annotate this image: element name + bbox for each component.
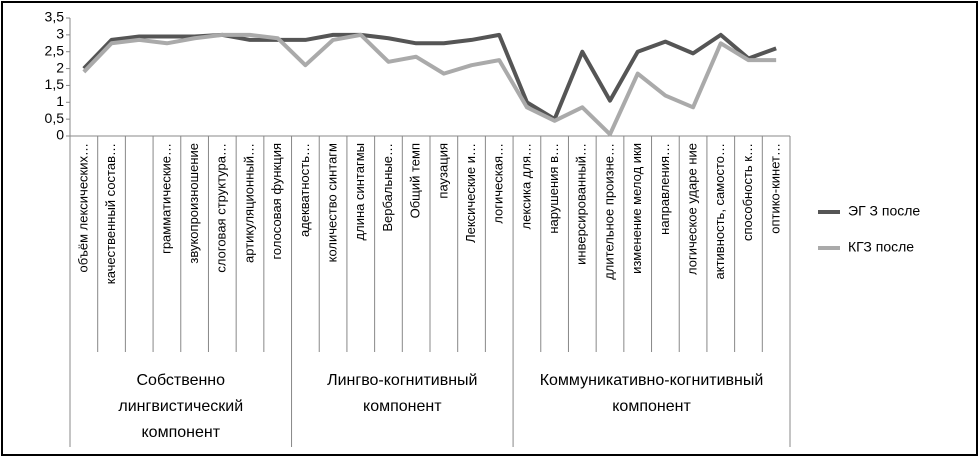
x-tick-label: логическое ударе ние	[685, 143, 700, 275]
y-tick-label: 0	[56, 127, 64, 143]
y-tick-label: 0,5	[45, 110, 65, 126]
x-tick-label: способность к…	[740, 143, 755, 241]
y-tick-label: 2,5	[45, 42, 65, 58]
x-tick-label: инверсированный…	[574, 143, 589, 265]
x-tick-label: качественный состав…	[103, 143, 118, 284]
x-tick-label: грамматические…	[158, 143, 173, 254]
x-tick-label: направления…	[657, 143, 672, 235]
x-tick-label: Лексические и…	[463, 143, 478, 243]
x-tick-label: Общий темп	[408, 143, 423, 218]
x-tick-label: голосовая функция	[269, 143, 284, 260]
group-label: Лингво-когнитивный компонент	[327, 372, 478, 415]
y-tick-label: 1	[56, 93, 64, 109]
x-tick-label: лексика для…	[518, 143, 533, 229]
x-tick-label: объём лексических…	[75, 143, 90, 273]
group-label: Собственно лингвистический компонент	[118, 372, 244, 441]
y-tick-label: 1,5	[45, 76, 65, 92]
x-tick-label: паузация	[435, 143, 450, 199]
x-tick-label: слоговая структура…	[214, 143, 229, 273]
x-tick-label: количество синтагм	[325, 143, 340, 262]
x-tick-label: нарушения в…	[546, 143, 561, 234]
x-tick-label: логическая…	[491, 143, 506, 224]
legend-label: ЭГ З после	[848, 203, 920, 219]
y-tick-label: 2	[56, 59, 64, 75]
x-tick-label: адекватность…	[297, 143, 312, 237]
x-tick-label: Вербальные…	[380, 143, 395, 232]
group-label: Коммуникативно-когнитивный компонент	[539, 372, 764, 415]
x-tick-label: звукопроизношение	[186, 143, 201, 264]
y-tick-label: 3	[56, 26, 64, 42]
x-tick-label: длительное произне…	[601, 143, 616, 280]
x-tick-label: артикуляционный…	[241, 143, 256, 263]
x-tick-label: активность, самосто…	[712, 143, 727, 279]
x-tick-label: длина синтагмы	[352, 143, 367, 240]
series-line	[82, 32, 777, 137]
y-tick-label: 3,5	[45, 9, 65, 25]
x-tick-label: изменение мелод ики	[629, 143, 644, 274]
x-tick-label: оптико-кинет…	[768, 143, 783, 234]
legend-label: КГЗ после	[848, 239, 914, 255]
